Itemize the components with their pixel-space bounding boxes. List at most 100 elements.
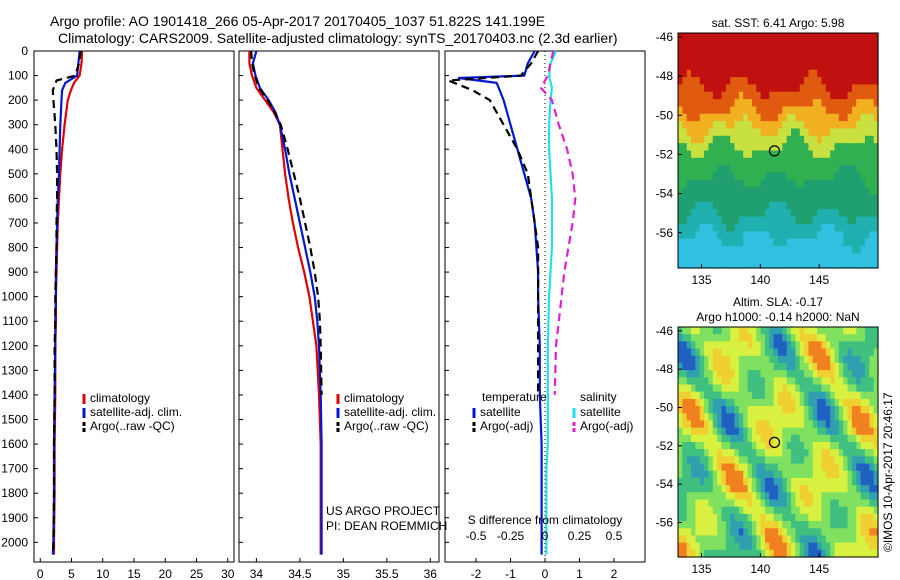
map-cell: [812, 521, 818, 529]
map-cell: [691, 477, 696, 486]
map-cell: [791, 535, 796, 544]
map-cell: [764, 194, 770, 203]
map-cell: [791, 355, 796, 364]
map-cell: [873, 506, 879, 515]
map-cell: [821, 499, 827, 508]
map-cell: [686, 150, 692, 159]
map-cell: [751, 348, 757, 357]
map-cell: [860, 143, 866, 152]
map-cell: [721, 327, 727, 335]
map-cell: [838, 238, 844, 247]
map-cell: [756, 334, 762, 342]
map-cell: [856, 253, 862, 262]
map-cell: [773, 528, 779, 537]
map-cell: [825, 413, 831, 422]
map-cell: [860, 485, 866, 493]
map-cell: [743, 231, 749, 240]
map-cell: [812, 535, 818, 544]
map-cell: [860, 77, 866, 85]
map-cell: [778, 77, 783, 85]
map-cell: [725, 99, 731, 108]
map-cell: [730, 84, 736, 93]
map-cell: [821, 91, 827, 100]
map-cell: [704, 231, 710, 240]
map-cell: [873, 391, 879, 400]
map-cell: [799, 528, 805, 537]
map-cell: [869, 84, 875, 93]
map-cell: [834, 128, 840, 137]
map-cell: [764, 172, 770, 181]
map-cell: [682, 260, 688, 269]
map-cell: [786, 69, 792, 78]
map-cell: [695, 334, 701, 342]
map-cell: [686, 40, 692, 49]
map-cell: [734, 47, 740, 56]
map-cell: [782, 47, 788, 56]
map-cell: [843, 442, 849, 450]
map-cell: [825, 113, 831, 122]
map-cell: [699, 456, 705, 465]
map-cell: [799, 128, 805, 137]
map-cell: [769, 492, 775, 501]
map-cell: [873, 398, 879, 407]
map-cell: [760, 398, 766, 407]
map-cell: [747, 223, 753, 232]
map-cell: [764, 391, 770, 400]
map-cell: [778, 157, 783, 166]
map-cell: [717, 492, 723, 501]
map-cell: [799, 172, 805, 181]
map-cell: [804, 477, 810, 486]
map-cell: [708, 194, 714, 203]
map-cell: [738, 260, 744, 269]
map-cell: [773, 201, 779, 210]
map-cell: [804, 398, 810, 407]
map-cell: [804, 334, 810, 342]
map-cell: [808, 499, 814, 508]
map-cell: [691, 470, 696, 479]
map-cell: [782, 201, 788, 210]
map-cell: [734, 391, 740, 400]
map-cell: [712, 427, 718, 436]
map-cell: [751, 231, 757, 240]
map-cell: [678, 253, 683, 262]
map-cell: [734, 106, 740, 115]
map-cell: [834, 223, 840, 232]
map-cell: [795, 99, 801, 108]
map-cell: [804, 406, 810, 414]
map-cell: [738, 106, 744, 115]
map-cell: [734, 456, 740, 465]
map-cell: [747, 33, 753, 41]
map-cell: [678, 223, 683, 232]
map-cell: [708, 128, 714, 137]
map-cell: [847, 427, 853, 436]
map-cell: [873, 521, 879, 529]
map-cell: [860, 201, 866, 210]
map-cell: [825, 485, 831, 493]
map-cell: [708, 398, 714, 407]
map-cell: [851, 341, 857, 350]
map-cell: [738, 506, 744, 515]
map-cell: [838, 370, 844, 378]
map-cell: [678, 485, 683, 493]
map-cell: [812, 223, 818, 232]
map-cell: [730, 121, 736, 130]
map-cell: [860, 470, 866, 479]
map-cell: [795, 535, 801, 544]
map-cell: [834, 341, 840, 350]
map-cell: [773, 327, 779, 335]
map-cell: [725, 150, 731, 159]
map-cell: [799, 427, 805, 436]
map-cell: [834, 377, 840, 386]
map-cell: [847, 470, 853, 479]
map-cell: [873, 513, 879, 522]
map-cell: [838, 398, 844, 407]
map-cell: [817, 179, 823, 188]
map-x-tick-label: 145: [809, 562, 829, 576]
x-tick-label: 34: [250, 567, 264, 580]
map-cell: [747, 84, 753, 93]
map-cell: [825, 549, 831, 558]
map-cell: [699, 150, 705, 159]
map-cell: [678, 245, 683, 254]
map-cell: [869, 260, 875, 269]
map-cell: [873, 362, 879, 371]
